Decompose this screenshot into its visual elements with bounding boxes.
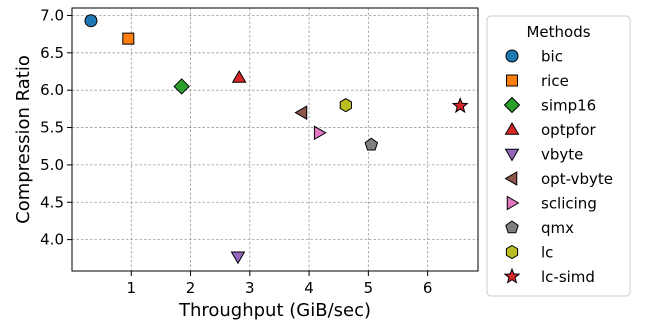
point-optpfor [231,69,247,83]
legend-marker-lc [505,244,519,260]
legend-marker-qmx [505,220,519,234]
y-tick-label: 6.5 [40,44,64,62]
legend-label-lc-simd: lc-simd [541,268,595,286]
legend-label-simp16: simp16 [541,97,596,115]
x-tick-label: 3 [245,279,255,297]
point-opt-vbyte [294,105,308,120]
legend-label-qmx: qmx [541,219,574,237]
legend-label-bic: bic [541,48,563,66]
plot-area-frame [71,7,479,272]
x-axis-ticks: 1 2 3 4 5 6 [126,271,432,297]
y-axis-label: Compression Ratio [13,55,34,224]
y-tick-label: 4.0 [40,231,64,249]
y-tick-label: 7.0 [40,6,64,24]
legend-marker-sclicing [506,195,520,211]
x-tick-label: 6 [423,279,433,297]
x-tick-label: 2 [186,279,196,297]
y-tick-label: 6.0 [40,81,64,99]
legend-label-rice: rice [541,72,569,90]
point-sclicing [313,125,327,141]
legend-title: Methods [526,23,590,41]
grid-lines [72,8,478,271]
legend-items: bic rice simp16 optpfor vbyte opt-vbyte sclici… [503,48,613,286]
y-tick-label: 4.5 [40,193,64,211]
data-points [84,14,469,265]
legend-label-vbyte: vbyte [541,146,583,164]
y-axis-ticks: 4.0 4.5 5.0 5.5 6.0 6.5 7.0 [40,6,72,249]
point-bic [84,14,98,28]
legend: Methods bic rice simp16 optpfor vbyte opt-vby… [486,15,631,297]
y-tick-label: 5.5 [40,119,64,137]
legend-label-lc: lc [541,244,553,262]
x-tick-label: 4 [304,279,314,297]
point-simp16 [173,78,190,95]
legend-label-optpfor: optpfor [541,121,597,139]
legend-marker-lc-simd [503,267,521,284]
x-tick-label: 5 [364,279,374,297]
legend-marker-simp16 [503,96,521,114]
point-lc [339,98,352,113]
point-rice [122,32,135,45]
x-axis-label: Throughput (GiB/sec) [178,300,371,321]
legend-marker-optpfor [504,122,520,135]
y-tick-label: 5.0 [40,156,64,174]
x-tick-label: 1 [126,279,136,297]
legend-label-opt-vbyte: opt-vbyte [541,170,613,188]
legend-box [486,15,631,297]
point-lc-simd [451,96,469,114]
point-qmx [364,137,379,151]
legend-marker-vbyte [504,148,520,162]
point-vbyte [230,251,246,265]
legend-marker-rice [506,74,518,87]
legend-marker-opt-vbyte [504,171,518,186]
legend-label-sclicing: sclicing [541,195,597,213]
legend-marker-bic [505,49,519,63]
